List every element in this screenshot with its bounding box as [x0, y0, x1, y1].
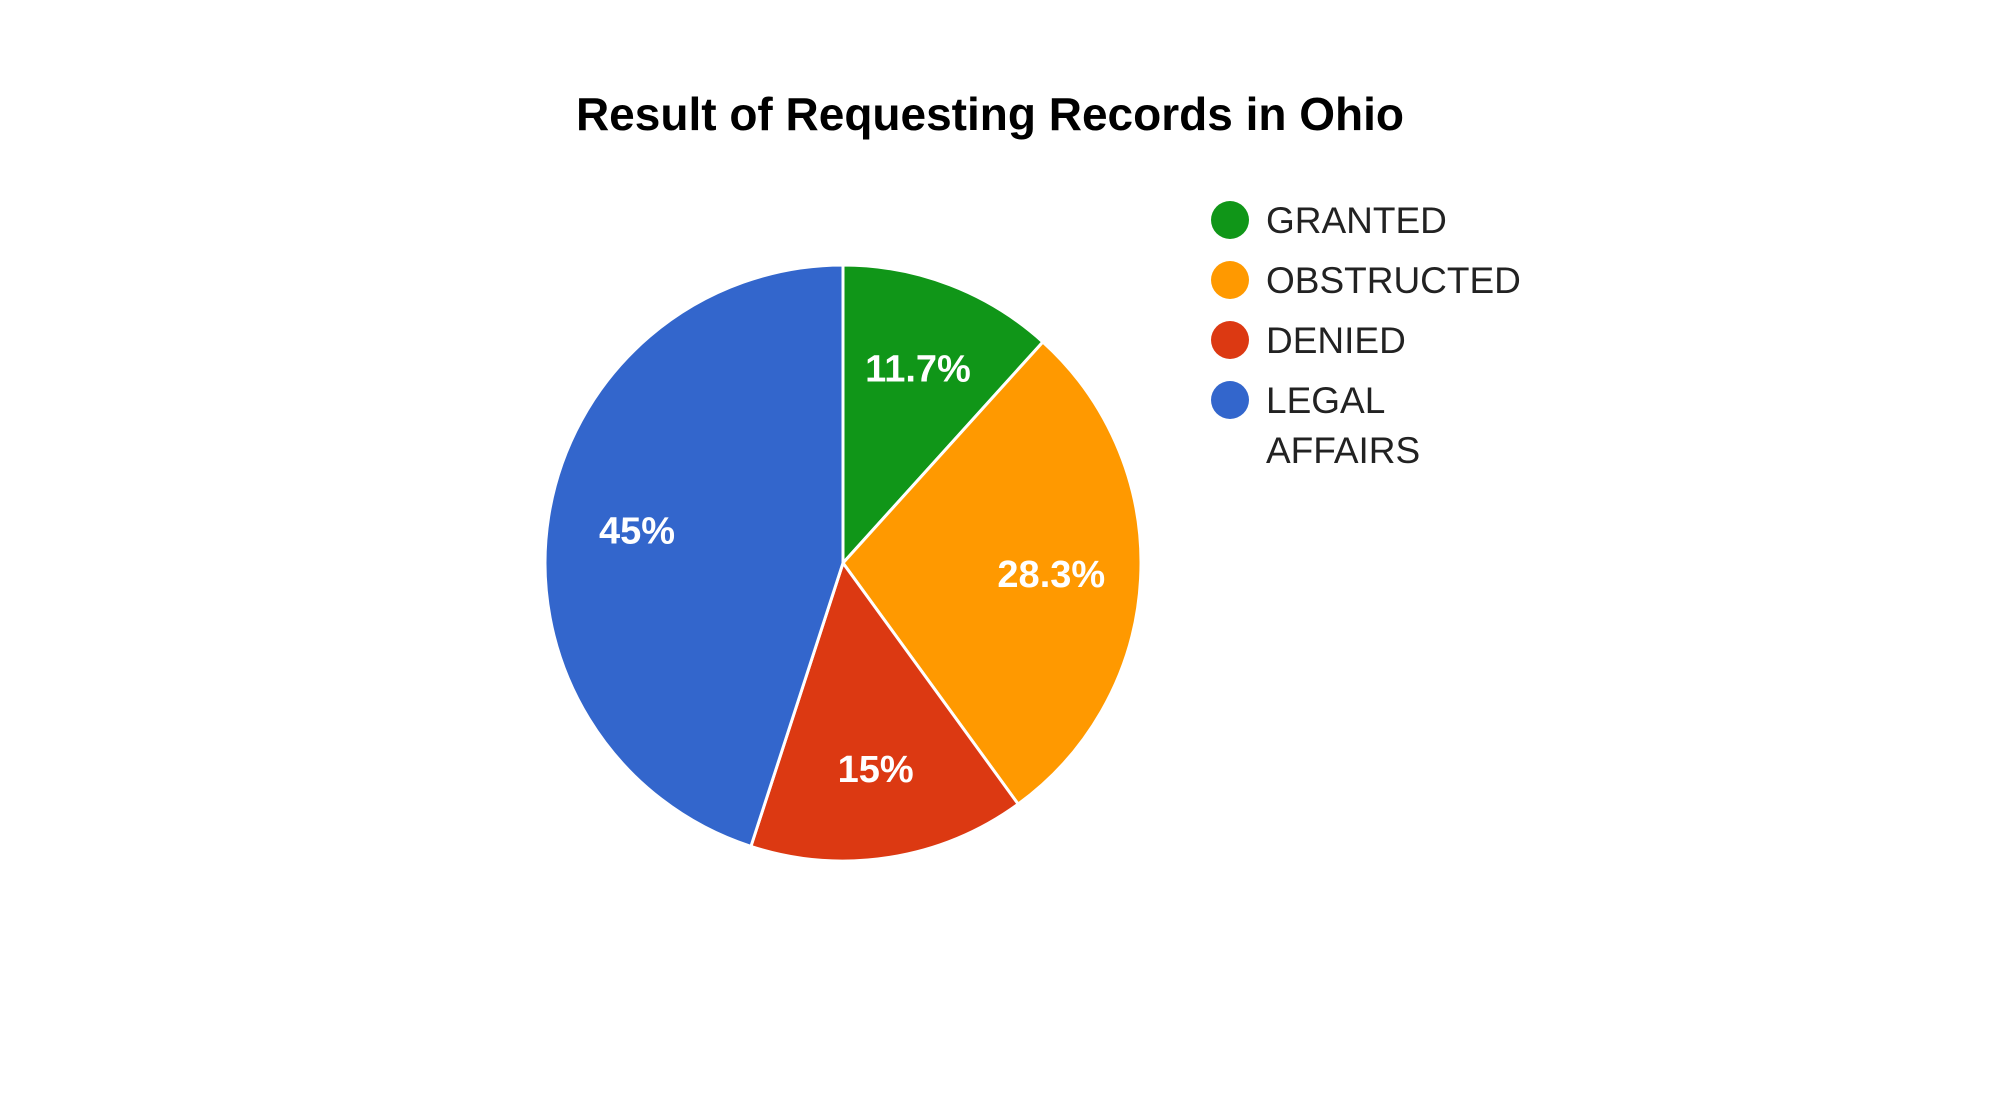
- chart-title: Result of Requesting Records in Ohio: [576, 88, 1404, 140]
- pie-slice-granted: [841, 263, 1045, 567]
- slice-data-label: 15%: [838, 749, 914, 791]
- slice-data-label: 11.7%: [865, 348, 971, 390]
- legend-marker: [1211, 321, 1249, 359]
- slice-data-label: 28.3%: [997, 554, 1105, 596]
- legend-marker: [1211, 381, 1249, 419]
- legend-marker: [1211, 261, 1249, 299]
- legend-label: LEGAL: [1266, 380, 1385, 421]
- pie-slice-denied: [749, 559, 1021, 863]
- pie-slice-labels: 11.7% 28.3% 15% 45%: [599, 348, 1105, 791]
- legend-label: OBSTRUCTED: [1266, 260, 1521, 301]
- slice-data-label: 45%: [599, 510, 675, 552]
- legend-label: GRANTED: [1266, 200, 1447, 241]
- legend-label: AFFAIRS: [1266, 430, 1420, 471]
- legend-marker: [1211, 201, 1249, 239]
- pie-slice-obstructed: [841, 339, 1143, 807]
- legend: GRANTED OBSTRUCTED DENIED LEGAL AFFAIRS: [1211, 200, 1521, 471]
- pie-slice-legal-affairs: [543, 263, 845, 849]
- legend-label: DENIED: [1266, 320, 1406, 361]
- pie-slices: [543, 263, 1143, 863]
